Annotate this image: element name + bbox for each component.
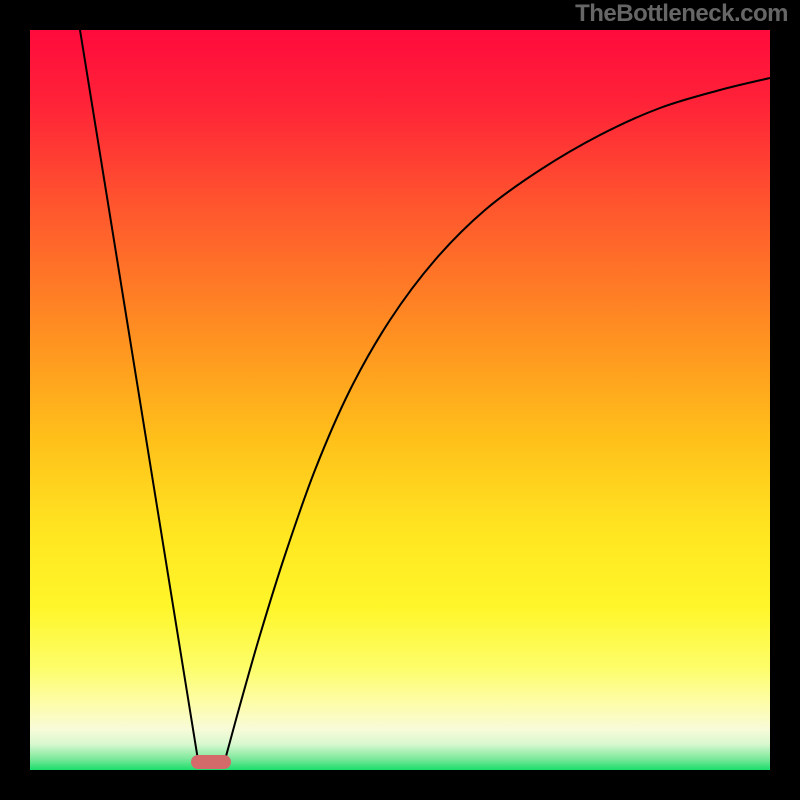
watermark-text: TheBottleneck.com	[575, 0, 788, 28]
bottleneck-marker	[191, 755, 231, 769]
plot-area	[30, 30, 770, 770]
chart-container: TheBottleneck.com	[0, 0, 800, 800]
bottleneck-chart	[0, 0, 800, 800]
